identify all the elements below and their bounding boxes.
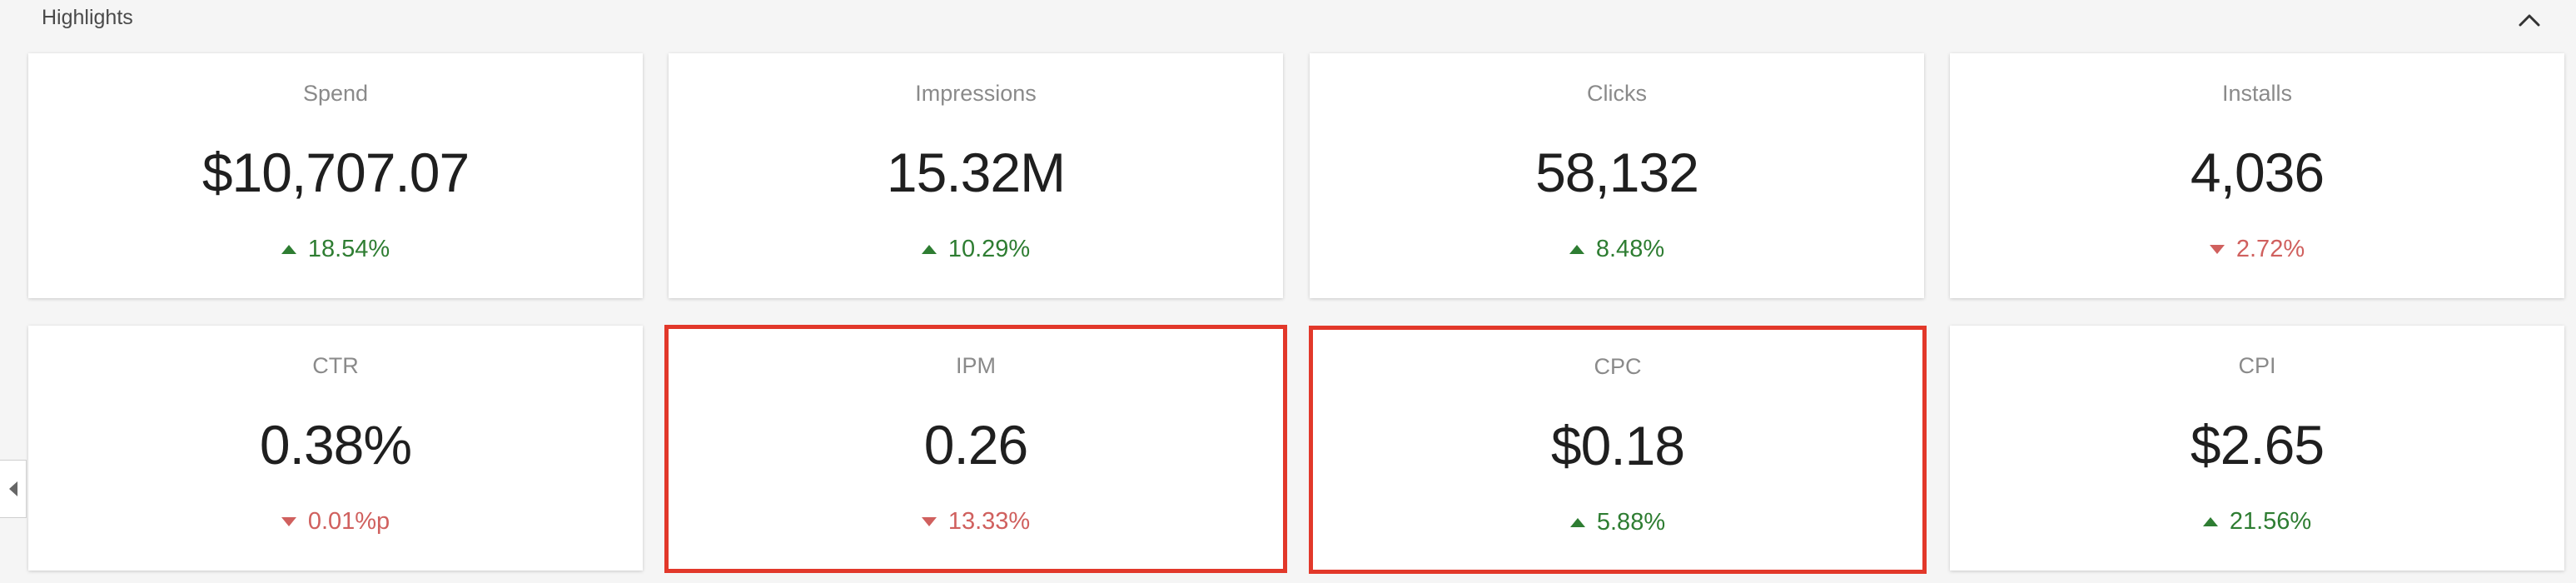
metric-change-value: 10.29% [947,236,1031,262]
metric-change: 0.01%p [28,507,643,536]
metric-change-value: 21.56% [2229,508,2312,535]
metric-label: IPM [955,353,996,378]
metric-change-value: 2.72% [2235,236,2305,262]
metric-label: Spend [302,81,369,106]
metric-card-cpi: CPI $2.65 21.56% [1950,326,2564,571]
metric-value: 4,036 [2190,142,2325,203]
metric-label: Installs [2221,81,2293,106]
metric-change-value: 0.01%p [307,508,390,535]
metric-change-value: 5.88% [1596,509,1666,536]
section-title: Highlights [42,6,133,29]
metric-change: 18.54% [28,235,643,263]
metric-change: 5.88% [1313,508,1922,536]
metric-value: 58,132 [1535,142,1699,203]
highlights-header: Highlights [0,0,2576,40]
triangle-down-icon [2209,244,2225,254]
triangle-down-icon [921,516,937,526]
metric-change: 8.48% [1310,235,1924,263]
metric-card-clicks: Clicks 58,132 8.48% [1310,53,1924,298]
metric-value: 0.26 [923,414,1028,476]
metric-value: 0.38% [259,414,412,476]
triangle-down-icon [281,516,296,526]
metric-change-value: 18.54% [307,236,390,262]
triangle-up-icon [2202,516,2218,526]
metric-label: CTR [312,353,359,378]
metric-change-value: 13.33% [947,508,1031,535]
metric-change-value: 8.48% [1595,236,1665,262]
metric-change: 10.29% [669,235,1283,263]
collapse-button[interactable] [2513,3,2546,37]
metric-label: Impressions [915,81,1037,106]
metric-value: $2.65 [2190,414,2325,476]
metric-label: Clicks [1587,81,1647,106]
triangle-up-icon [921,244,937,254]
chevron-up-icon [2519,14,2540,27]
metric-card-spend: Spend $10,707.07 18.54% [28,53,643,298]
triangle-up-icon [281,244,296,254]
metric-card-installs: Installs 4,036 2.72% [1950,53,2564,298]
metric-card-ctr: CTR 0.38% 0.01%p [28,326,643,571]
metric-value: $0.18 [1550,415,1685,476]
triangle-up-icon [1569,517,1585,527]
metric-card-cpc: CPC $0.18 5.88% [1309,326,1927,574]
metric-card-ipm: IPM 0.26 13.33% [664,325,1287,573]
side-panel-toggle[interactable] [0,460,27,518]
metric-label: CPI [2238,353,2276,378]
metric-change: 2.72% [1950,235,2564,263]
metric-change: 21.56% [1950,507,2564,536]
metric-value: 15.32M [886,142,1066,203]
metric-card-impressions: Impressions 15.32M 10.29% [669,53,1283,298]
metric-label: CPC [1594,354,1642,379]
triangle-up-icon [1569,244,1584,254]
caret-left-icon [8,481,17,496]
metric-value: $10,707.07 [201,142,470,203]
metric-change: 13.33% [669,507,1283,536]
